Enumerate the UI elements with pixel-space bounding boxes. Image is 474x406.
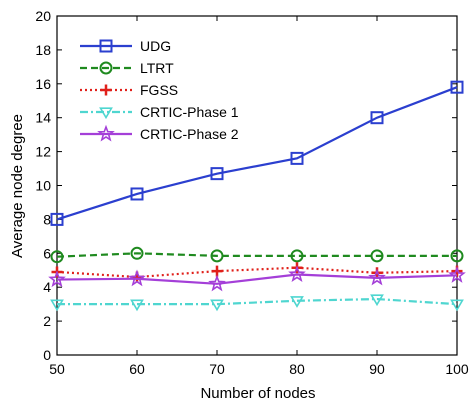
y-tick-label: 10 [35, 178, 51, 194]
legend-marker [97, 124, 115, 142]
x-tick-label: 60 [129, 361, 145, 377]
x-tick-label: 70 [209, 361, 225, 377]
legend-entry: CRTIC-Phase 2 [80, 124, 239, 142]
data-point-marker [288, 265, 306, 282]
plot-frame [56, 15, 458, 356]
y-tick-label: 12 [35, 144, 51, 160]
y-tick-label: 2 [43, 313, 51, 329]
data-point-marker [128, 269, 146, 287]
series-udg [50, 80, 464, 226]
legend-label: LTRT [140, 60, 174, 76]
legend-entry: FGSS [80, 82, 178, 98]
y-tick-label: 8 [43, 211, 51, 227]
data-point-marker [130, 299, 144, 312]
series-lines [48, 80, 466, 312]
data-point-marker [370, 294, 384, 307]
data-point-marker [290, 249, 304, 263]
legend-label: FGSS [140, 82, 178, 98]
legend-label: CRTIC-Phase 2 [140, 126, 239, 142]
legend-marker [99, 107, 113, 120]
legend: UDG LTRT FGSS CRTIC-Phase 1 CRTIC-Phase 2 [80, 38, 239, 142]
series-line [57, 297, 458, 306]
y-tick-label: 4 [43, 279, 51, 295]
y-axis-title: Average node degree [9, 114, 26, 258]
y-tick-label: 20 [35, 8, 51, 24]
series-line [56, 273, 458, 285]
legend-label: UDG [140, 38, 171, 54]
data-point-marker [130, 246, 144, 260]
series-line [56, 86, 458, 221]
y-tick-label: 16 [35, 76, 51, 92]
data-point-marker [448, 266, 466, 283]
legend-marker [99, 61, 113, 75]
x-tick-label: 100 [445, 361, 469, 377]
data-point-marker [370, 111, 384, 125]
data-point-marker [208, 274, 226, 292]
series-crtic-phase-1 [50, 294, 464, 312]
data-point-marker [370, 249, 384, 263]
legend-marker [99, 39, 113, 53]
series-crtic-phase-2 [48, 265, 466, 292]
data-point-marker [450, 299, 464, 312]
x-tick-label: 50 [49, 361, 65, 377]
legend-marker [100, 84, 112, 96]
data-point-marker [290, 151, 304, 165]
y-tick-label: 14 [35, 110, 51, 126]
plot-area-border [56, 15, 458, 356]
y-axis-ticks: 0 2 4 6 8 10 12 14 16 18 20 [35, 8, 457, 363]
series-line [56, 266, 458, 279]
x-tick-label: 90 [369, 361, 385, 377]
data-point-marker [48, 270, 66, 288]
y-tick-label: 6 [43, 245, 51, 261]
data-point-marker [290, 296, 304, 308]
data-point-marker [368, 268, 386, 286]
data-point-marker [50, 299, 64, 312]
data-point-marker [450, 80, 464, 94]
y-tick-label: 0 [43, 347, 51, 363]
legend-entry: CRTIC-Phase 1 [80, 104, 239, 120]
data-point-marker [50, 250, 64, 264]
data-point-marker [210, 299, 224, 312]
legend-entry: UDG [80, 38, 171, 54]
legend-entry: LTRT [80, 60, 174, 76]
series-line [56, 252, 457, 258]
data-point-marker [210, 167, 224, 181]
legend-label: CRTIC-Phase 1 [140, 104, 239, 120]
x-axis-ticks: 50 60 70 80 90 100 [49, 16, 469, 377]
x-axis-title: Number of nodes [200, 385, 315, 402]
y-tick-label: 18 [35, 42, 51, 58]
x-tick-label: 80 [289, 361, 305, 377]
data-point-marker [130, 187, 144, 201]
data-point-marker [450, 249, 464, 263]
data-point-marker [50, 212, 64, 226]
data-point-marker [210, 249, 224, 263]
series-ltrt [50, 246, 464, 264]
